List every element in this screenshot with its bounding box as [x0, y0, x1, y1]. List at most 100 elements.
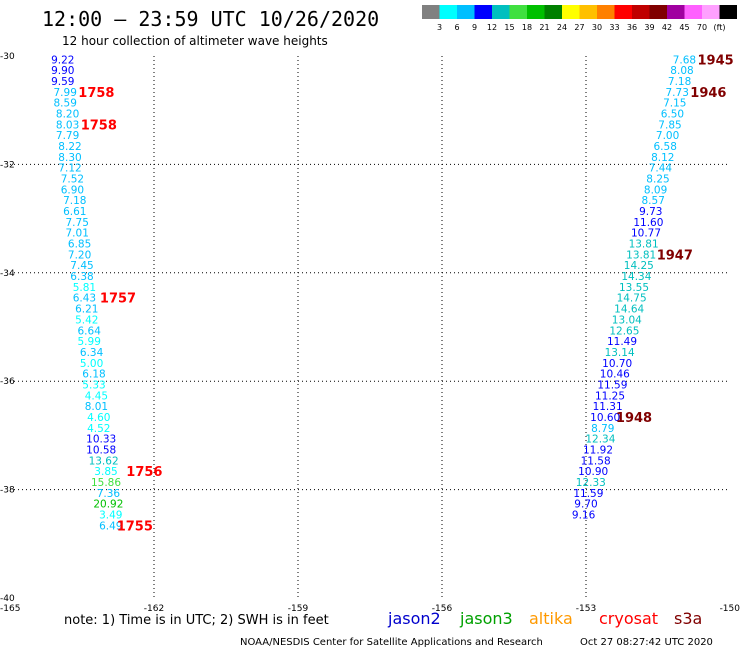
wave-height-value: 9.59 [51, 76, 74, 88]
wave-height-value: 6.34 [80, 347, 104, 359]
legend-label: 33 [609, 23, 619, 32]
legend-label: 39 [644, 23, 654, 32]
grid-lines [10, 56, 730, 598]
legend-swatch [597, 5, 615, 19]
wave-height-value: 20.92 [93, 499, 123, 511]
legend-swatch [492, 5, 510, 19]
legend-swatch [614, 5, 632, 19]
wave-height-value: 10.90 [578, 466, 608, 478]
wave-height-value: 8.22 [58, 141, 81, 153]
wave-height-value: 6.90 [61, 184, 84, 196]
wave-height-value: 7.85 [658, 119, 681, 131]
legend-swatch [632, 5, 650, 19]
legend-label: 15 [504, 23, 514, 32]
wave-height-value: 6.50 [661, 108, 684, 120]
legend-label: 24 [557, 23, 567, 32]
wave-height-value: 6.85 [68, 239, 91, 251]
time-label: 1758 [78, 86, 114, 101]
legend-swatch [457, 5, 475, 19]
time-label: 1946 [690, 86, 726, 101]
wave-height-value: 7.45 [70, 260, 93, 272]
legend-swatch [527, 5, 545, 19]
satellite-name: jason3 [459, 609, 513, 628]
wave-height-value: 5.33 [82, 379, 105, 391]
wave-height-value: 8.57 [642, 195, 665, 207]
satellite-legend: jason2 jason3 altika cryosat s3a [387, 609, 702, 628]
legend-label: 70 [697, 23, 707, 32]
chart-title: 12:00 — 23:59 UTC 10/26/2020 [42, 7, 379, 31]
note-text: note: 1) Time is in UTC; 2) SWH is in fe… [64, 613, 329, 628]
wave-height-value: 10.58 [86, 444, 116, 456]
wave-height-value: 7.44 [649, 163, 673, 175]
wave-height-value: 7.73 [666, 87, 689, 99]
wave-height-value: 6.21 [75, 304, 98, 316]
wave-height-value: 3.85 [94, 466, 117, 478]
wave-height-value: 11.59 [597, 379, 627, 391]
wave-height-value: 8.79 [591, 423, 614, 435]
footer-credit: NOAA/NESDIS Center for Satellite Applica… [240, 637, 543, 648]
wave-height-value: 8.08 [670, 65, 693, 77]
wave-height-value: 14.64 [614, 304, 644, 316]
time-label: 1948 [616, 411, 652, 426]
time-label: 1947 [657, 248, 693, 263]
wave-height-value: 7.99 [54, 87, 77, 99]
wave-height-value: 3.49 [99, 510, 122, 522]
legend-label: 6 [454, 23, 459, 32]
footer-timestamp: Oct 27 08:27:42 UTC 2020 [580, 637, 713, 648]
wave-height-value: 4.60 [87, 412, 110, 424]
y-tick-label: -38 [0, 486, 15, 496]
legend-swatch [579, 5, 597, 19]
wave-height-value: 10.70 [602, 358, 632, 370]
wave-height-value: 6.61 [63, 206, 86, 218]
y-tick-label: -30 [0, 52, 15, 62]
chart-subtitle: 12 hour collection of altimeter wave hei… [62, 34, 328, 48]
legend-swatch [702, 5, 720, 19]
legend-label: 3 [437, 23, 442, 32]
wave-height-value: 5.42 [75, 314, 98, 326]
wave-height-value: 7.20 [68, 249, 91, 261]
wave-height-value: 8.09 [644, 184, 667, 196]
satellite-name: altika [529, 609, 573, 628]
legend-swatch [649, 5, 667, 19]
wave-height-value: 9.16 [572, 510, 596, 522]
y-tick-label: -40 [0, 594, 15, 604]
wave-height-value: 11.60 [633, 217, 663, 229]
wave-height-value: 13.04 [612, 314, 642, 326]
wave-height-value: 9.70 [574, 499, 597, 511]
legend-swatch [667, 5, 685, 19]
legend-swatch [474, 5, 492, 19]
wave-height-value: 7.15 [663, 98, 686, 110]
wave-height-value: 6.64 [78, 325, 102, 337]
wave-height-value: 12.33 [576, 477, 606, 489]
wave-height-value: 7.79 [56, 130, 79, 142]
legend-label: 9 [472, 23, 477, 32]
legend-label: 21 [539, 23, 549, 32]
time-labels: 1758 1758 1757 1756 1755 1945 1946 1947 1948 [78, 53, 733, 534]
wave-height-value: 4.45 [85, 390, 108, 402]
x-tick-label: -156 [432, 604, 453, 614]
legend-swatch [684, 5, 702, 19]
time-label: 1756 [126, 465, 162, 480]
wave-height-value: 8.03 [56, 119, 79, 131]
wave-height-value: 8.59 [54, 98, 77, 110]
wave-height-value: 6.43 [73, 293, 96, 305]
y-tick-label: -32 [0, 160, 15, 170]
wave-height-value: 8.01 [85, 401, 108, 413]
time-label: 1757 [100, 292, 136, 307]
wave-height-value: 12.34 [585, 434, 615, 446]
x-tick-label: -162 [144, 604, 164, 614]
legend-swatch [509, 5, 527, 19]
wave-height-value: 14.34 [621, 271, 651, 283]
wave-height-value: 11.25 [595, 390, 625, 402]
wave-height-value: 9.73 [639, 206, 662, 218]
wave-height-value: 9.22 [51, 54, 74, 66]
x-tick-label: -150 [720, 604, 740, 614]
legend-label: 30 [592, 23, 602, 32]
legend-label: 27 [574, 23, 584, 32]
wave-height-value: 13.14 [605, 347, 635, 359]
wave-height-value: 13.81 [629, 239, 659, 251]
x-tick-label: -153 [576, 604, 596, 614]
x-tick-label: -165 [0, 604, 20, 614]
wave-height-value: 13.62 [89, 455, 119, 467]
